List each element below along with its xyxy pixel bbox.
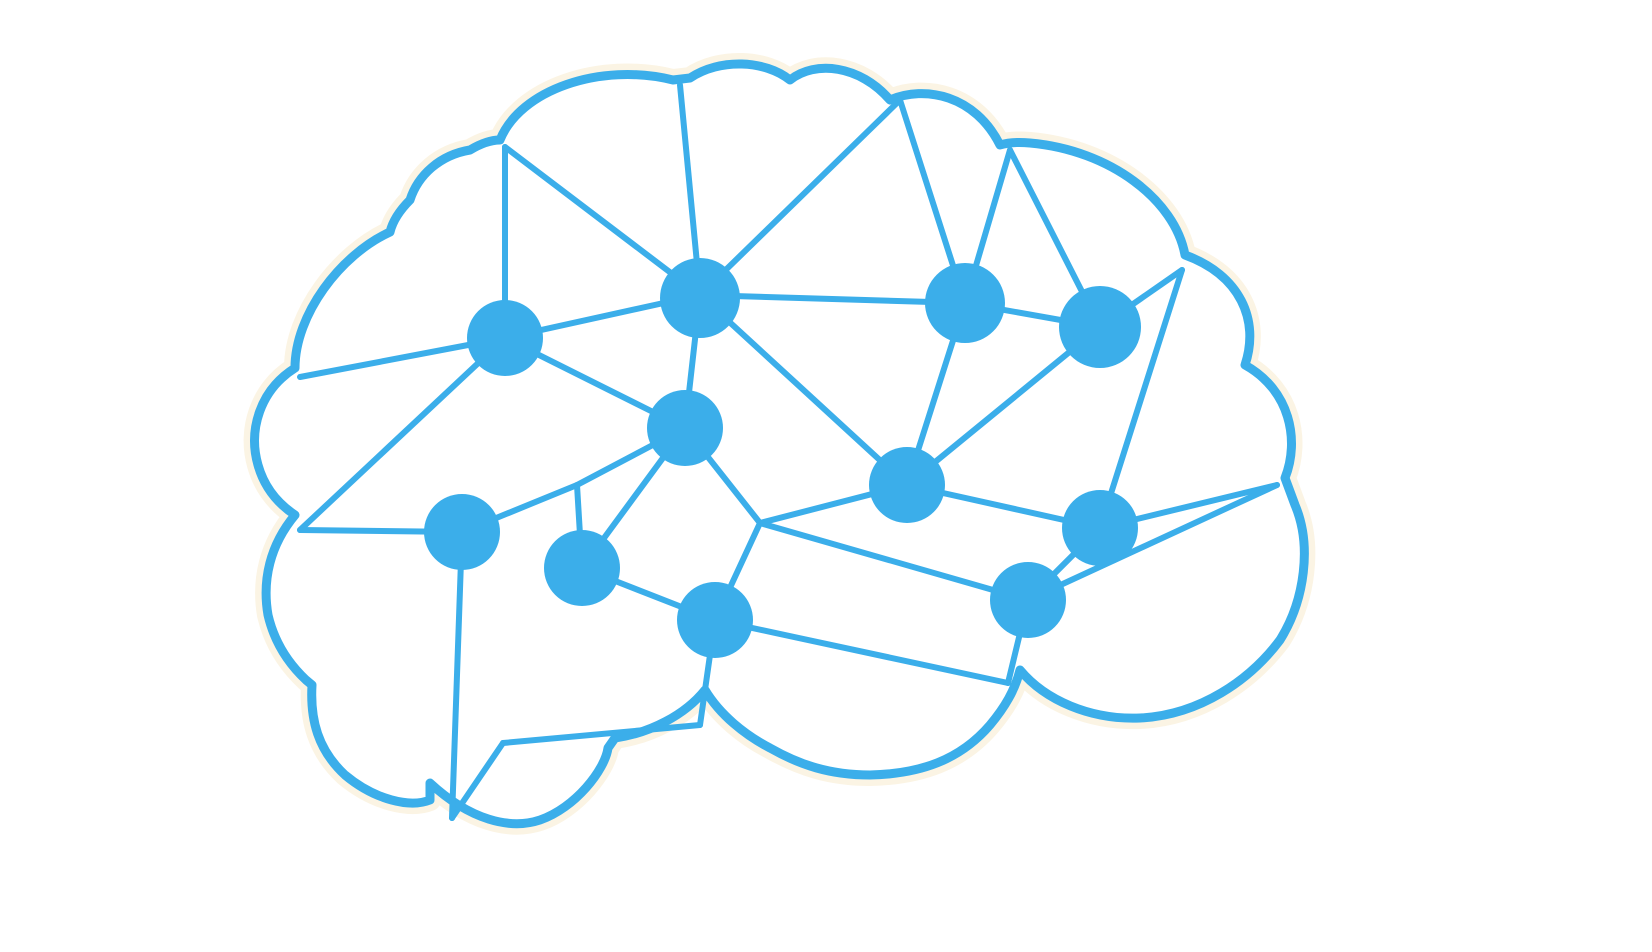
edge xyxy=(500,722,703,746)
edge xyxy=(697,97,903,298)
network-node xyxy=(869,447,945,523)
network-node xyxy=(677,582,753,658)
edge xyxy=(1025,482,1280,603)
network-node xyxy=(424,494,500,570)
edge xyxy=(1097,267,1185,531)
network-node xyxy=(467,300,543,376)
network-node xyxy=(990,562,1066,638)
edge xyxy=(502,144,703,298)
network-node xyxy=(1062,490,1138,566)
edge xyxy=(757,520,1031,603)
edge xyxy=(697,292,910,488)
edge xyxy=(697,292,968,306)
network-node xyxy=(925,263,1005,343)
network-node xyxy=(544,530,620,606)
edge xyxy=(449,529,465,821)
network-node xyxy=(647,390,723,466)
edge xyxy=(449,740,506,821)
network-node xyxy=(1059,286,1141,368)
network-nodes xyxy=(424,258,1141,658)
edge xyxy=(297,335,508,533)
network-node xyxy=(660,258,740,338)
edge xyxy=(904,324,1103,488)
edge xyxy=(712,617,1011,686)
